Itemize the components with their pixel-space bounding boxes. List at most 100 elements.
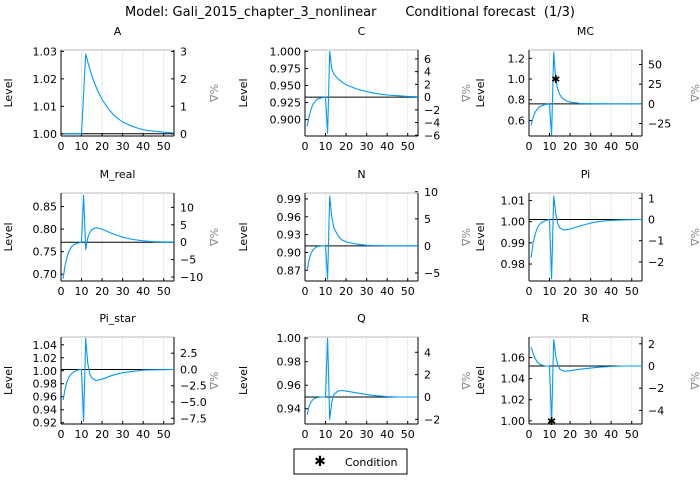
x-tick-label: 20: [95, 140, 109, 153]
y-tick-label: 1.00: [501, 415, 526, 428]
x-tick-label: 20: [339, 140, 353, 153]
x-tick-label: 50: [157, 285, 171, 298]
legend-condition-label: Condition: [345, 456, 398, 469]
x-tick-label: 20: [339, 428, 353, 441]
panel-title: N: [357, 168, 365, 181]
y-tick-label: 0.925: [270, 97, 302, 110]
pct-tick-label: −7.5: [180, 412, 207, 425]
y-axis-label: Level: [237, 222, 250, 251]
y-tick-label: 0.950: [270, 79, 302, 92]
panel-pi-star: 0 10 20 30 40 50 0.920.940.960.981.001.021.04 −…: [2, 312, 220, 441]
x-tick-label: 0: [58, 285, 65, 298]
y-tick-label: 0.85: [33, 201, 58, 214]
x-tick-label: 20: [563, 428, 577, 441]
x-tick-label: 10: [543, 428, 557, 441]
x-tick-label: 50: [401, 140, 415, 153]
x-tick-label: 40: [380, 428, 394, 441]
y-axis-label: Level: [2, 222, 15, 251]
y-tick-label: 1.06: [501, 352, 526, 365]
y-axis-right-label: %Δ: [459, 228, 472, 246]
panel-title: C: [358, 25, 366, 38]
pct-tick-label: 2: [424, 78, 431, 91]
x-tick-label: 30: [116, 428, 130, 441]
x-tick-label: 20: [95, 428, 109, 441]
panel-mc: 0 10 20 30 40 50 0.6 0.8 1.0 1.2 −25 0 25 50 MC Level %Δ…: [474, 25, 700, 153]
x-tick-label: 30: [584, 140, 598, 153]
y-tick-label: 1.02: [501, 394, 526, 407]
pct-tick-label: 10: [424, 186, 438, 199]
x-tick-label: 50: [625, 285, 639, 298]
pct-tick-label: 50: [648, 59, 662, 72]
y-tick-label: 0.98: [501, 258, 526, 271]
legend: ✱ Condition: [293, 448, 408, 475]
y-tick-label: 0.6: [508, 114, 526, 127]
x-tick-label: 30: [584, 285, 598, 298]
x-tick-label: 0: [302, 285, 309, 298]
y-tick-label: 1.03: [33, 45, 58, 58]
x-tick-label: 0: [58, 428, 65, 441]
panel-title: MC: [577, 25, 594, 38]
panel-m-real: 0 10 20 30 40 50 0.70 0.75 0.80 0.85 −10 −5 0 5 10 M_re…: [2, 168, 220, 298]
pct-tick-label: −6: [424, 129, 440, 142]
pct-tick-label: 0.0: [180, 363, 198, 376]
pct-tick-label: 0: [648, 214, 655, 227]
pct-tick-label: 5: [424, 213, 431, 226]
pct-tick-label: −2: [648, 382, 664, 395]
pct-tick-label: 2.5: [180, 347, 198, 360]
x-tick-label: 50: [625, 140, 639, 153]
x-tick-label: 20: [563, 140, 577, 153]
forecast-series-line: [62, 194, 175, 279]
pct-tick-label: 4: [424, 346, 431, 359]
y-axis-right-label: %Δ: [207, 228, 220, 246]
x-tick-label: 10: [543, 140, 557, 153]
panel-r: 0 10 20 30 40 50 1.00 1.02 1.04 1.06 −4 −2 0 2 R Level%…: [474, 312, 700, 441]
y-tick-label: 0.8: [508, 94, 526, 107]
y-tick-label: 0.92: [33, 417, 58, 430]
y-tick-label: 1.2: [508, 52, 526, 65]
x-tick-label: 30: [116, 140, 130, 153]
y-axis-label: Level: [237, 78, 250, 107]
y-tick-label: 0.975: [270, 62, 302, 75]
y-axis-right-label: %Δ: [688, 228, 700, 246]
x-tick-label: 40: [380, 285, 394, 298]
panel-title: Pi_star: [99, 312, 136, 325]
pct-tick-label: 1: [180, 100, 187, 113]
y-tick-label: 0.93: [277, 229, 302, 242]
y-tick-label: 1.00: [277, 332, 302, 345]
x-tick-label: 20: [95, 285, 109, 298]
y-tick-label: 0.99: [501, 237, 526, 250]
y-tick-label: 1.01: [33, 100, 58, 113]
pct-tick-label: 0: [648, 360, 655, 373]
x-tick-label: 50: [157, 140, 171, 153]
x-tick-label: 40: [604, 428, 618, 441]
legend-condition-star-icon: ✱: [314, 454, 326, 470]
x-tick-label: 0: [302, 140, 309, 153]
y-tick-label: 0.96: [277, 379, 302, 392]
forecast-series-line: [530, 51, 642, 136]
y-axis-label: Level: [2, 78, 15, 107]
panel-title: Q: [357, 312, 366, 325]
pct-tick-label: 2: [424, 369, 431, 382]
y-axis-right-label: %Δ: [459, 84, 472, 102]
pct-tick-label: 10: [180, 201, 194, 214]
forecast-series-line: [530, 339, 642, 424]
forecast-series-line: [306, 50, 419, 134]
pct-tick-label: −2: [424, 104, 440, 117]
pct-tick-label: 0: [180, 236, 187, 249]
x-tick-label: 40: [604, 285, 618, 298]
pct-tick-label: −5.0: [180, 396, 207, 409]
x-tick-label: 10: [543, 285, 557, 298]
y-tick-label: 0.70: [33, 268, 58, 281]
pct-tick-label: 0: [424, 391, 431, 404]
y-axis-right-label: %Δ: [688, 84, 700, 102]
x-tick-label: 20: [563, 285, 577, 298]
panel-title: M_real: [100, 168, 136, 181]
panel-title: A: [114, 25, 122, 38]
x-tick-label: 40: [136, 428, 150, 441]
forecast-series-line: [530, 195, 643, 280]
pct-tick-label: 25: [648, 78, 662, 91]
pct-tick-label: 6: [424, 53, 431, 66]
x-tick-label: 50: [157, 428, 171, 441]
x-tick-label: 30: [584, 428, 598, 441]
